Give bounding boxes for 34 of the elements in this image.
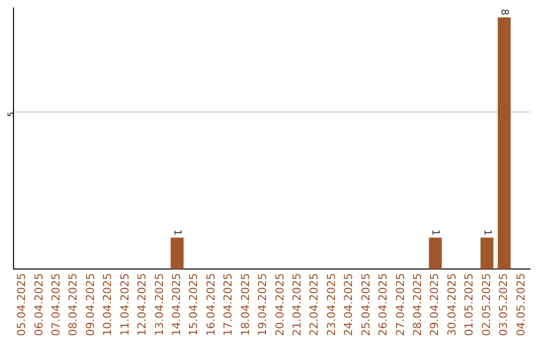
- x-tick-label: 07.04.2025: [49, 273, 62, 336]
- x-tick-label: 16.04.2025: [204, 273, 218, 336]
- x-tick-label: 03.05.2025: [497, 273, 510, 336]
- x-tick-label: 08.04.2025: [66, 273, 80, 336]
- x-tick-label: 21.04.2025: [290, 273, 304, 336]
- x-tick-label: 27.04.2025: [394, 273, 407, 336]
- x-tick-label: 10.04.2025: [101, 273, 114, 336]
- x-tick-label: 06.04.2025: [32, 273, 46, 336]
- x-tick-label: 20.04.2025: [273, 273, 286, 336]
- x-tick-label: 25.04.2025: [359, 273, 372, 336]
- x-tick-label: 04.05.2025: [514, 273, 528, 336]
- x-tick-label: 14.04.2025: [170, 273, 183, 336]
- x-tick-label: 11.04.2025: [118, 273, 132, 336]
- x-tick-label: 22.04.2025: [308, 273, 321, 336]
- x-tick-label: 30.04.2025: [445, 273, 458, 336]
- x-tick-label: 24.04.2025: [342, 273, 356, 336]
- data-label: 1: [430, 229, 441, 236]
- x-tick-label: 09.04.2025: [84, 273, 97, 336]
- data-label: 1: [172, 229, 183, 236]
- x-tick-label: 15.04.2025: [187, 273, 200, 336]
- x-tick-label: 02.05.2025: [480, 273, 493, 336]
- data-label: 8: [498, 9, 510, 16]
- x-tick-label: 17.04.2025: [222, 273, 235, 336]
- x-tick-label: 05.04.2025: [15, 273, 28, 336]
- x-tick-label: 26.04.2025: [376, 273, 390, 336]
- x-tick-label: 01.05.2025: [462, 273, 476, 336]
- x-tick-label: 18.04.2025: [238, 273, 252, 336]
- x-tick-label: 12.04.2025: [136, 273, 149, 336]
- data-label: 1: [481, 229, 492, 236]
- x-tick-label: 28.04.2025: [410, 273, 424, 336]
- x-tick-label: 19.04.2025: [256, 273, 270, 336]
- x-tick-label: 29.04.2025: [428, 273, 442, 336]
- x-tick-label: 13.04.2025: [152, 273, 166, 336]
- x-tick-label: 23.04.2025: [324, 273, 338, 336]
